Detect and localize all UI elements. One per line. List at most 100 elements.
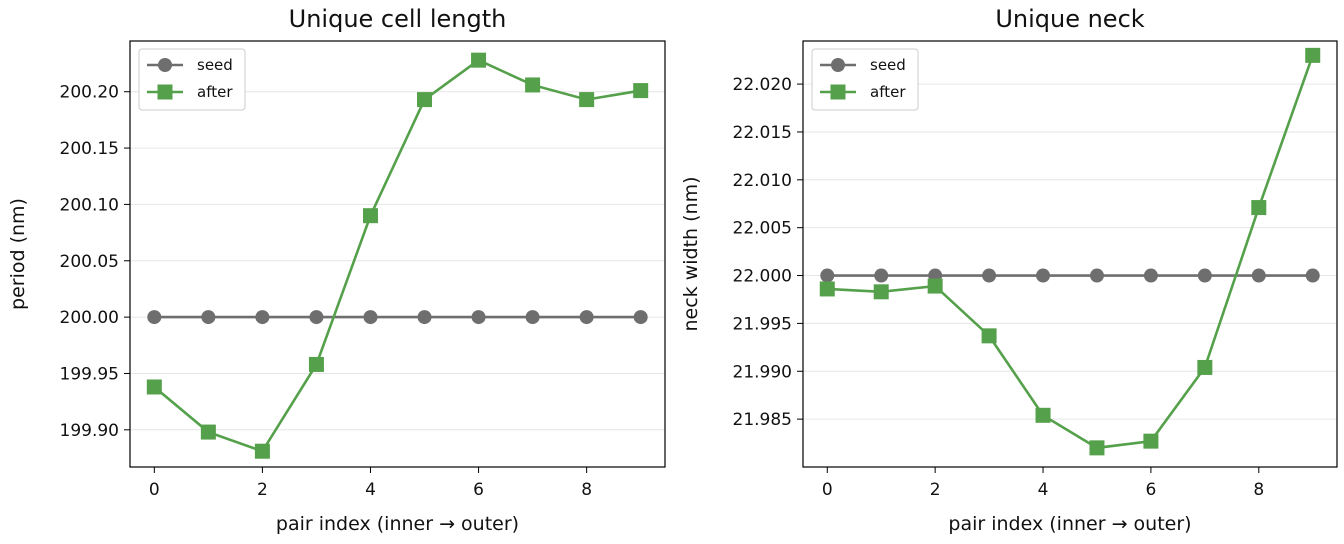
chart-neck: 0 2 4 6 8 21.985 21.990 21.995 22.000 22.005 22.0…: [680, 5, 1338, 535]
data-point-after: [873, 284, 889, 300]
legend-entry-after: after: [147, 83, 233, 101]
y-axis-label: period (nm): [7, 198, 29, 310]
legend-entry-seed: seed: [820, 56, 906, 74]
y-tick-label-21-990: 21.990: [733, 362, 792, 382]
data-point-seed: [363, 310, 378, 325]
legend-label-seed: seed: [197, 56, 233, 74]
y-tick-label-22-020: 22.020: [733, 75, 792, 95]
data-point-after: [1143, 433, 1159, 449]
data-point-seed: [471, 310, 486, 325]
data-point-after: [927, 278, 943, 294]
data-point-seed: [1143, 268, 1158, 283]
data-point-seed: [525, 310, 540, 325]
data-point-seed: [1197, 268, 1212, 283]
data-point-after: [981, 328, 997, 344]
data-point-after: [579, 92, 595, 108]
y-tick-label-200-00: 200.00: [60, 308, 119, 328]
y-axis-ticks: 21.985 21.990 21.995 22.000 22.005 22.010 22.0…: [733, 75, 803, 430]
plot-frame: [802, 40, 1338, 468]
x-tick-label-2: 2: [257, 480, 268, 500]
x-tick-label-4: 4: [1038, 480, 1049, 500]
data-point-seed: [201, 310, 216, 325]
y-tick-label-199-90: 199.90: [60, 421, 119, 441]
y-tick-label-22-000: 22.000: [733, 267, 792, 287]
y-tick-label-21-985: 21.985: [733, 410, 792, 430]
data-point-seed: [633, 310, 648, 325]
legend-label-after: after: [197, 83, 233, 101]
x-tick-label-8: 8: [581, 480, 592, 500]
data-point-seed: [820, 268, 835, 283]
data-point-seed: [1251, 268, 1266, 283]
x-tick-label-8: 8: [1253, 480, 1264, 500]
x-tick-label-0: 0: [822, 480, 833, 500]
legend-marker-after: [157, 84, 173, 100]
series-layer: [819, 47, 1321, 456]
data-point-seed: [982, 268, 997, 283]
y-gridlines: [130, 91, 665, 431]
series-line-after: [827, 54, 1314, 450]
data-point-seed: [1089, 268, 1104, 283]
chart-period: 0 2 4 6 8 199.90 199.95 200.00 200.05 200.10 200.…: [7, 5, 666, 535]
x-axis-label: pair index (inner → outer): [948, 513, 1191, 535]
y-tick-label-200-15: 200.15: [60, 139, 119, 159]
x-tick-label-6: 6: [1145, 480, 1156, 500]
legend-entry-seed: seed: [147, 56, 233, 74]
y-tick-label-21-995: 21.995: [733, 314, 792, 334]
data-point-after: [633, 83, 649, 99]
data-point-after: [146, 379, 162, 395]
legend-marker-after: [830, 84, 846, 100]
y-tick-label-22-010: 22.010: [733, 171, 792, 191]
series-after: [146, 52, 649, 459]
y-axis-ticks: 199.90 199.95 200.00 200.05 200.10 200.15 200.…: [60, 83, 130, 441]
data-point-seed: [579, 310, 594, 325]
x-tick-label-0: 0: [149, 480, 160, 500]
plot-frame: [129, 40, 666, 468]
data-point-after: [525, 77, 541, 93]
data-point-seed: [147, 310, 162, 325]
x-tick-label-6: 6: [473, 480, 484, 500]
legend: seed after: [138, 48, 246, 111]
chart-title: Unique cell length: [289, 5, 507, 33]
legend-marker-seed: [158, 58, 172, 72]
y-tick-label-22-005: 22.005: [733, 219, 792, 239]
data-point-after: [362, 208, 378, 224]
y-tick-label-199-95: 199.95: [60, 364, 119, 384]
data-point-seed: [1305, 268, 1320, 283]
data-point-after: [471, 52, 487, 68]
data-point-seed: [255, 310, 270, 325]
data-point-seed: [309, 310, 324, 325]
y-axis-label: neck width (nm): [680, 176, 702, 331]
series-after: [819, 47, 1321, 456]
legend-label-seed: seed: [870, 56, 906, 74]
data-point-after: [1035, 407, 1051, 423]
data-point-seed: [417, 310, 432, 325]
data-point-seed: [1036, 268, 1051, 283]
x-tick-label-2: 2: [930, 480, 941, 500]
legend-marker-seed: [831, 58, 845, 72]
legend-label-after: after: [870, 83, 906, 101]
series-seed: [147, 310, 648, 325]
y-tick-label-22-015: 22.015: [733, 123, 792, 143]
y-tick-label-200-05: 200.05: [60, 252, 119, 272]
series-layer: [146, 52, 649, 459]
y-tick-label-200-20: 200.20: [60, 83, 119, 103]
series-line-after: [153, 58, 641, 453]
data-point-after: [417, 92, 433, 108]
data-point-after: [819, 281, 835, 297]
data-point-after: [1305, 47, 1321, 63]
data-point-after: [1251, 200, 1267, 216]
data-point-after: [200, 424, 216, 440]
data-point-after: [1197, 359, 1213, 375]
data-point-after: [1089, 440, 1105, 456]
x-axis-ticks: 0 2 4 6 8: [822, 467, 1264, 500]
y-tick-label-200-10: 200.10: [60, 195, 119, 215]
y-gridlines: [803, 83, 1337, 420]
data-point-seed: [874, 268, 889, 283]
data-point-after: [308, 356, 324, 372]
x-tick-label-4: 4: [365, 480, 376, 500]
data-point-after: [254, 443, 270, 459]
legend: seed after: [811, 48, 919, 111]
x-axis-label: pair index (inner → outer): [276, 513, 519, 535]
legend-entry-after: after: [820, 83, 906, 101]
